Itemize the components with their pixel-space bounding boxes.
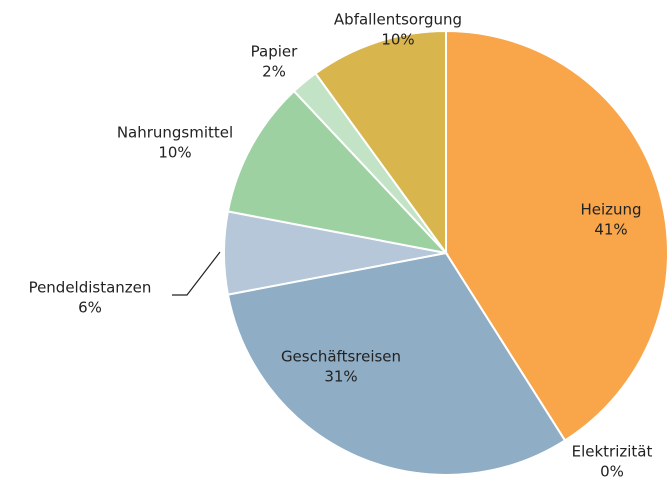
pie-slice: [445, 29, 668, 442]
pie-slice: [226, 251, 567, 476]
leader-line: [172, 251, 221, 296]
slice-label: Geschäftsreisen: [281, 348, 401, 366]
slice-label: Heizung: [580, 201, 641, 219]
pie-slice: [314, 29, 447, 257]
slice-value-label: 6%: [78, 299, 102, 317]
slice-label: Elektrizität: [572, 443, 653, 461]
slice-label: Pendeldistanzen: [29, 279, 152, 297]
slice-value-label: 0%: [600, 463, 624, 481]
slice-value-label: 41%: [594, 221, 627, 239]
slice-label: Abfallentsorgung: [334, 11, 462, 29]
slice-value-label: 10%: [158, 144, 191, 162]
slice-value-label: 10%: [381, 31, 414, 49]
slice-label: Papier: [251, 43, 298, 61]
slice-label: Nahrungsmittel: [117, 124, 233, 142]
pie-slice: [226, 89, 449, 255]
slice-value-label: 2%: [262, 63, 286, 81]
slice-value-label: 31%: [324, 368, 357, 386]
